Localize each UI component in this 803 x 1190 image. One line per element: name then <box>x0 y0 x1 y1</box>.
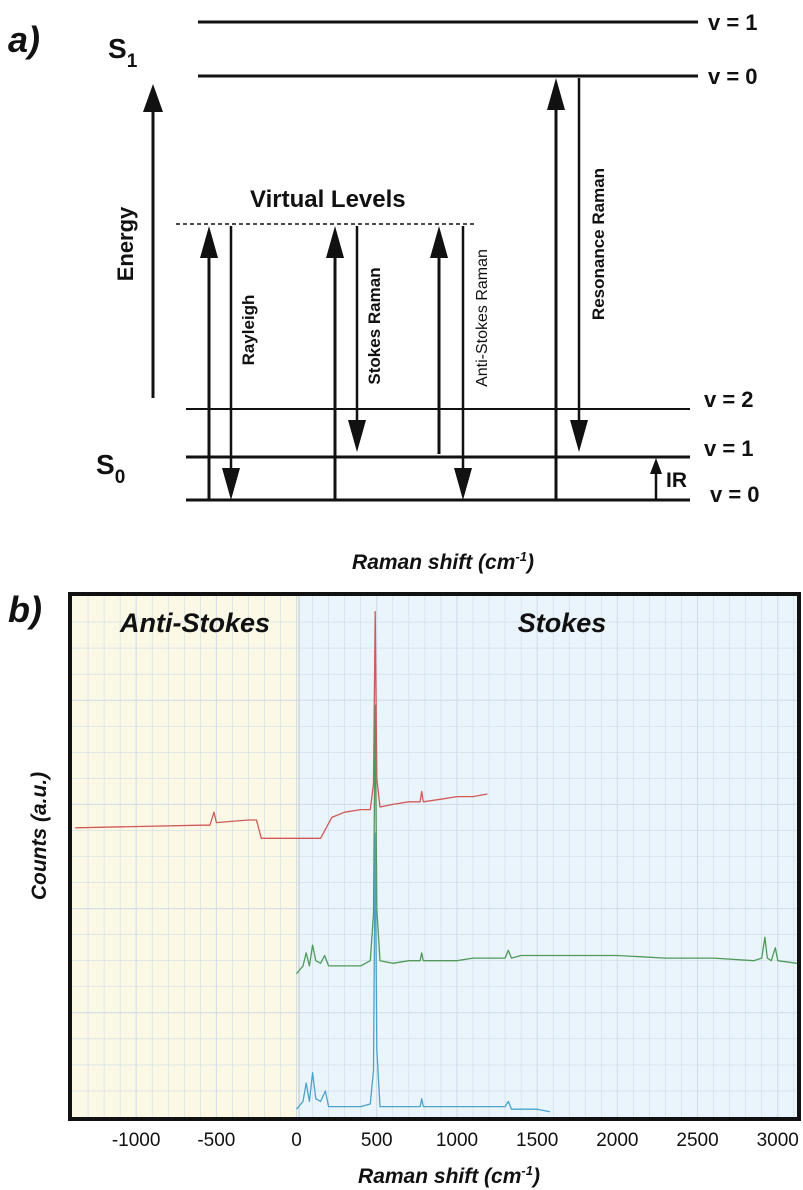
anti-stokes-raman-label: Anti-Stokes Raman <box>474 249 491 387</box>
raman-spectra-chart: b) Anti-Stokes Stokes -1000 -500 0 500 1000 1… <box>8 589 801 1188</box>
x-tick-label: 500 <box>361 1130 393 1151</box>
s0-level-v1-label: v = 1 <box>704 436 754 461</box>
rayleigh-excitation-head <box>200 226 218 258</box>
x-tick-labels: -1000 -500 0 500 1000 1500 2000 2500 3000 <box>112 1130 799 1151</box>
stokes-emission-head <box>348 420 366 452</box>
stokes-excitation-head <box>326 226 344 258</box>
rayleigh-emission-head <box>222 468 240 500</box>
anti-stokes-emission-head <box>454 468 472 500</box>
ir-label: IR <box>666 469 687 492</box>
s1-label-sub: 1 <box>127 51 138 72</box>
energy-label: Energy <box>113 206 138 281</box>
x-tick-label: 1000 <box>436 1130 478 1151</box>
x-tick-label: -1000 <box>112 1130 161 1151</box>
x-axis-label-end: ) <box>531 1165 540 1188</box>
panel-a-label: a) <box>8 19 40 60</box>
resonance-raman-label: Resonance Raman <box>589 168 608 320</box>
stokes-title: Stokes <box>518 608 607 638</box>
s0-label-sub: 0 <box>115 467 126 488</box>
ir-arrow-head <box>650 458 662 474</box>
s0-level-v0-label: v = 0 <box>710 482 760 507</box>
x-axis-label-sup: -1 <box>521 1163 533 1178</box>
chart-gridlines <box>72 596 797 1117</box>
x-axis-label: Raman shift (cm-1) <box>358 1163 540 1188</box>
spectra-series <box>75 610 797 1113</box>
s1-label: S1 <box>108 33 138 72</box>
panel-a-caption-main: Raman shift (cm <box>352 551 515 574</box>
panel-a-caption-end: ) <box>525 551 534 574</box>
anti-stokes-excitation-head <box>430 226 448 258</box>
anti-stokes-title: Anti-Stokes <box>119 608 270 638</box>
chart-frame <box>68 592 801 1121</box>
x-tick-label: 3000 <box>757 1130 799 1151</box>
s1-label-main: S <box>108 33 127 64</box>
x-tick-label: -500 <box>197 1130 235 1151</box>
panel-a-caption-sup: -1 <box>515 549 527 564</box>
x-tick-label: 2000 <box>596 1130 638 1151</box>
resonance-emission-head <box>570 420 588 452</box>
y-axis-label: Counts (a.u.) <box>28 772 51 900</box>
s0-label: S0 <box>96 449 125 488</box>
s0-level-v2-label: v = 2 <box>704 387 754 412</box>
panel-a-caption: Raman shift (cm-1) <box>352 549 534 574</box>
rayleigh-label: Rayleigh <box>239 295 258 366</box>
s0-label-main: S <box>96 449 115 480</box>
x-tick-label: 2500 <box>676 1130 718 1151</box>
resonance-excitation-head <box>547 78 565 110</box>
s1-level-v0-label: v = 0 <box>708 64 758 89</box>
energy-arrow-head <box>143 84 163 112</box>
energy-level-diagram: a) v = 1 v = 0 S1 Energy Virtual Levels … <box>8 10 760 574</box>
s1-level-v1-label: v = 1 <box>708 10 758 35</box>
spectrum-line-1 <box>75 610 488 839</box>
virtual-levels-label: Virtual Levels <box>250 186 406 213</box>
panel-b-label: b) <box>8 589 42 630</box>
spectrum-line-3 <box>296 832 551 1113</box>
spectrum-line-2 <box>296 704 797 975</box>
stokes-raman-label: Stokes Raman <box>365 267 384 384</box>
x-tick-label: 1500 <box>516 1130 558 1151</box>
x-tick-label: 0 <box>291 1130 302 1151</box>
x-axis-label-main: Raman shift (cm <box>358 1165 521 1188</box>
